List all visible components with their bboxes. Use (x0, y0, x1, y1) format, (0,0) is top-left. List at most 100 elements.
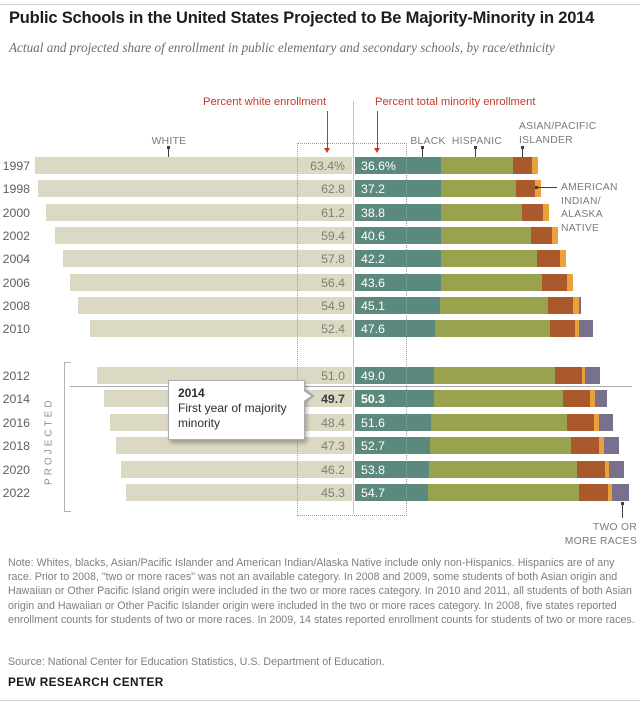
year-label: 2008 (2, 299, 30, 313)
bar-segment-american-indian-alaska-native (560, 250, 566, 267)
minority-value-label: 43.6 (361, 276, 385, 290)
bar-segment-black (355, 437, 430, 454)
white-pin-dot (167, 146, 170, 149)
bar-segment-hispanic (440, 180, 516, 197)
bar-segment-asian-pacific-islander (512, 157, 532, 174)
bar-segment-two-or-more-races (579, 320, 593, 337)
bar-segment-hispanic (431, 414, 567, 431)
asian-category-line2: ISLANDER (519, 134, 573, 146)
bar-segment-american-indian-alaska-native (605, 461, 609, 478)
year-label: 2002 (2, 229, 30, 243)
asian-category-line1: ASIAN/PACIFIC (519, 121, 597, 132)
bar-segment-white (121, 461, 352, 478)
bar-segment-black (355, 157, 441, 174)
bar-segment-american-indian-alaska-native (572, 297, 579, 314)
percent-minority-arrow (377, 111, 378, 148)
hispanic-category-label: HISPANIC (451, 136, 503, 147)
bar-segment-american-indian-alaska-native (532, 157, 538, 174)
bar-segment-black (355, 180, 441, 197)
bar-segment-asian-pacific-islander (515, 180, 535, 197)
black-pin-dot (421, 146, 424, 149)
projected-bracket (64, 362, 71, 512)
minority-value-label: 38.8 (361, 206, 385, 220)
bar-segment-white (70, 274, 352, 291)
bar-segment-hispanic (435, 320, 550, 337)
percent-white-annotation: Percent white enrollment (203, 96, 327, 108)
bar-segment-two-or-more-races (594, 390, 607, 407)
white-value-label: 52.4 (321, 322, 345, 336)
white-value-label: 49.7 (321, 392, 345, 406)
bar-segment-white (97, 367, 352, 384)
black-pin-line (422, 149, 423, 157)
year-label: 2016 (2, 416, 30, 430)
minority-value-label: 36.6% (361, 159, 396, 173)
year-label: 2020 (2, 463, 30, 477)
bar-segment-asian-pacific-islander (547, 297, 573, 314)
asian-category-label: ASIAN/PACIFIC ISLANDER (519, 120, 597, 147)
bar-segment-american-indian-alaska-native (594, 414, 599, 431)
two-races-line2: MORE RACES (564, 535, 637, 547)
bar-segment-american-indian-alaska-native (581, 367, 585, 384)
white-value-label: 63.4% (310, 159, 345, 173)
amind-line1: AMERICAN (561, 182, 618, 193)
two-races-pin-dot (621, 502, 624, 505)
bar-segment-white (35, 157, 352, 174)
bar-segment-hispanic (440, 297, 548, 314)
top-rule (0, 4, 640, 5)
minority-value-label: 54.7 (361, 486, 385, 500)
hispanic-pin-line (475, 149, 476, 157)
asian-pin-line (522, 149, 523, 157)
bar-segment-black (355, 414, 431, 431)
bar-segment-black (355, 250, 441, 267)
page-title: Public Schools in the United States Proj… (9, 9, 595, 27)
bar-segment-black (355, 274, 441, 291)
bar-segment-white (125, 484, 352, 501)
bar-segment-hispanic (434, 367, 555, 384)
amind-line4: NATIVE (561, 222, 600, 234)
white-value-label: 45.3 (321, 486, 345, 500)
minority-value-label: 47.6 (361, 322, 385, 336)
bar-segment-white (115, 437, 352, 454)
bar-segment-white (90, 320, 352, 337)
year-label: 1998 (2, 182, 30, 196)
hispanic-pin-dot (474, 146, 477, 149)
year-label: 2010 (2, 322, 30, 336)
callout-year: 2014 (178, 386, 205, 400)
bar-segment-american-indian-alaska-native (590, 390, 595, 407)
year-label: 2018 (2, 439, 30, 453)
bar-segment-hispanic (441, 250, 537, 267)
amind-leader-line (538, 187, 557, 188)
bar-segment-white (63, 250, 352, 267)
minority-value-label: 45.1 (361, 299, 385, 313)
bar-segment-two-or-more-races (585, 367, 600, 384)
bar-segment-two-or-more-races (603, 437, 619, 454)
asian-pin-dot (521, 146, 524, 149)
bar-segment-black (355, 367, 434, 384)
white-value-label: 56.4 (321, 276, 345, 290)
bar-segment-asian-pacific-islander (537, 250, 560, 267)
bar-segment-white (55, 227, 352, 244)
bar-segment-hispanic (440, 204, 522, 221)
percent-minority-annotation: Percent total minority enrollment (375, 96, 536, 108)
bar-segment-two-or-more-races (608, 461, 624, 478)
white-value-label: 51.0 (321, 369, 345, 383)
two-races-category-label: TWO OR MORE RACES (558, 521, 637, 548)
bar-segment-asian-pacific-islander (563, 390, 590, 407)
bar-segment-hispanic (430, 437, 571, 454)
bar-segment-american-indian-alaska-native (535, 180, 541, 197)
bar-segment-hispanic (440, 157, 513, 174)
minority-value-label: 51.6 (361, 416, 385, 430)
bar-segment-black (355, 297, 440, 314)
bar-segment-asian-pacific-islander (554, 367, 582, 384)
year-label: 2012 (2, 369, 30, 383)
year-label: 2006 (2, 276, 30, 290)
minority-value-label: 50.3 (361, 392, 385, 406)
bar-segment-black (355, 227, 441, 244)
bar-segment-hispanic (440, 227, 531, 244)
white-category-label: WHITE (151, 136, 187, 147)
bar-segment-asian-pacific-islander (579, 484, 608, 501)
bar-segment-american-indian-alaska-native (543, 204, 549, 221)
year-label: 2022 (2, 486, 30, 500)
white-value-label: 61.2 (321, 206, 345, 220)
